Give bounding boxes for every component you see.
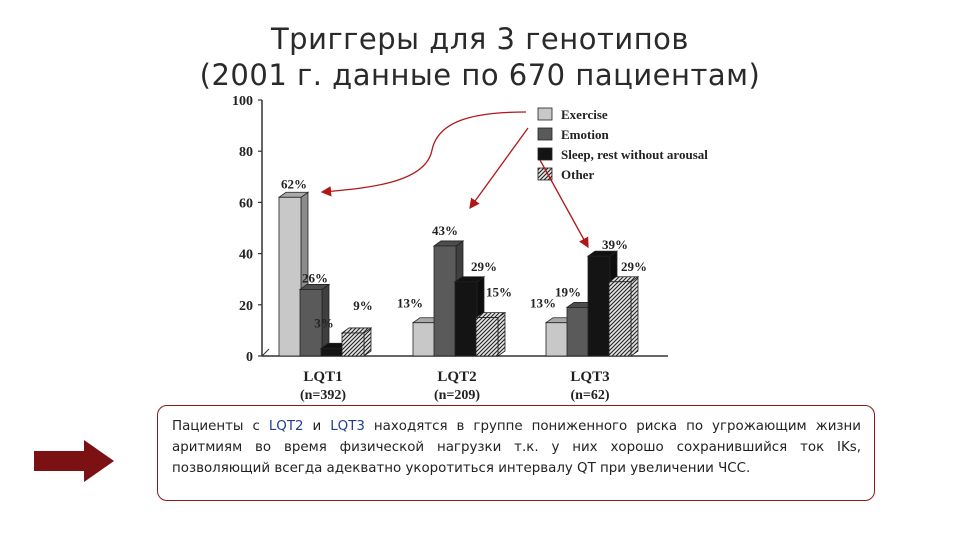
chart-axes: 0 20 40 60 80 100 LQT1 (n=392) LQT2 (n=209) LQT3 (n… — [232, 94, 668, 403]
category-sublabel: (n=392) — [300, 388, 346, 403]
annotation-arrow-lqt3 — [539, 159, 589, 249]
y-tick-label: 100 — [232, 94, 253, 109]
right-arrow-icon — [34, 440, 114, 482]
data-label: 29% — [471, 259, 497, 274]
category-label: LQT3 — [570, 369, 609, 385]
legend-entry: Other — [561, 167, 594, 182]
bar-LQT3-other — [608, 281, 632, 357]
legend-swatch — [537, 127, 553, 141]
bar-LQT3-emotion — [566, 306, 590, 357]
chart-annotation-arrows — [320, 111, 589, 249]
legend-entry: Emotion — [561, 127, 609, 142]
chart-bars — [277, 191, 640, 357]
data-label: 26% — [302, 270, 328, 285]
bar-LQT3-exercise — [545, 322, 569, 357]
chart-legend: Exercise Emotion Sleep, rest without arous… — [537, 107, 708, 182]
bar-LQT2-exercise — [412, 322, 436, 357]
data-label: 13% — [530, 296, 556, 311]
bar-LQT3-sleep — [587, 255, 611, 357]
note-highlight-lqt3: LQT3 — [330, 419, 365, 434]
y-tick-label: 60 — [239, 196, 253, 211]
data-label: 9% — [353, 298, 373, 313]
category-label: LQT2 — [437, 369, 476, 385]
legend-swatch — [537, 107, 553, 121]
legend-swatch — [537, 147, 553, 161]
info-note-box: Пациенты с LQT2 и LQT3 находятся в групп… — [157, 405, 875, 501]
bar-LQT1-emotion — [299, 289, 323, 357]
data-label: 13% — [397, 296, 423, 311]
chart-data-labels: 62%26%3%9% 13%43%29%15%13%19%39%29% — [281, 176, 647, 330]
annotation-arrow-lqt2 — [469, 127, 529, 210]
y-tick-label: 20 — [239, 299, 253, 314]
y-tick-label: 40 — [239, 248, 253, 263]
data-label: 29% — [621, 259, 647, 274]
note-highlight-lqt2: LQT2 — [268, 419, 304, 434]
data-label: 19% — [555, 284, 581, 299]
axis-depth-line — [261, 348, 270, 357]
data-label: 15% — [486, 285, 512, 300]
category-label: LQT1 — [303, 369, 342, 385]
bar-LQT1-other — [341, 332, 365, 357]
data-label: 62% — [281, 176, 307, 191]
legend-entry: Exercise — [561, 107, 608, 122]
note-text-3: находятся в группе пониженного риска по … — [172, 419, 861, 476]
slide-title-line1: Триггеры для 3 генотипов — [270, 22, 690, 56]
category-sublabel: (n=209) — [434, 388, 480, 403]
data-label: 39% — [602, 237, 628, 252]
category-sublabel: (n=62) — [570, 388, 609, 403]
y-tick-label: 0 — [246, 350, 253, 365]
data-label: 43% — [432, 223, 458, 238]
bar-LQT1-sleep — [320, 347, 344, 357]
bar-LQT1-exercise — [278, 196, 302, 357]
bar-LQT2-sleep — [454, 281, 478, 357]
bar-side-LQT3-3 — [630, 275, 639, 357]
bar-LQT2-emotion — [433, 245, 457, 357]
legend-entry: Sleep, rest without arousal — [561, 147, 708, 162]
bar-side-LQT2-3 — [497, 311, 506, 357]
annotation-arrow-lqt1 — [320, 111, 527, 197]
y-tick-label: 80 — [239, 145, 253, 160]
data-label: 3% — [314, 315, 334, 330]
note-text-2: и — [303, 419, 331, 434]
bar-LQT2-other — [475, 317, 499, 357]
slide-title-line2: (2001 г. данные по 670 пациентам) — [199, 58, 761, 92]
note-text-1: Пациенты с — [172, 419, 269, 434]
